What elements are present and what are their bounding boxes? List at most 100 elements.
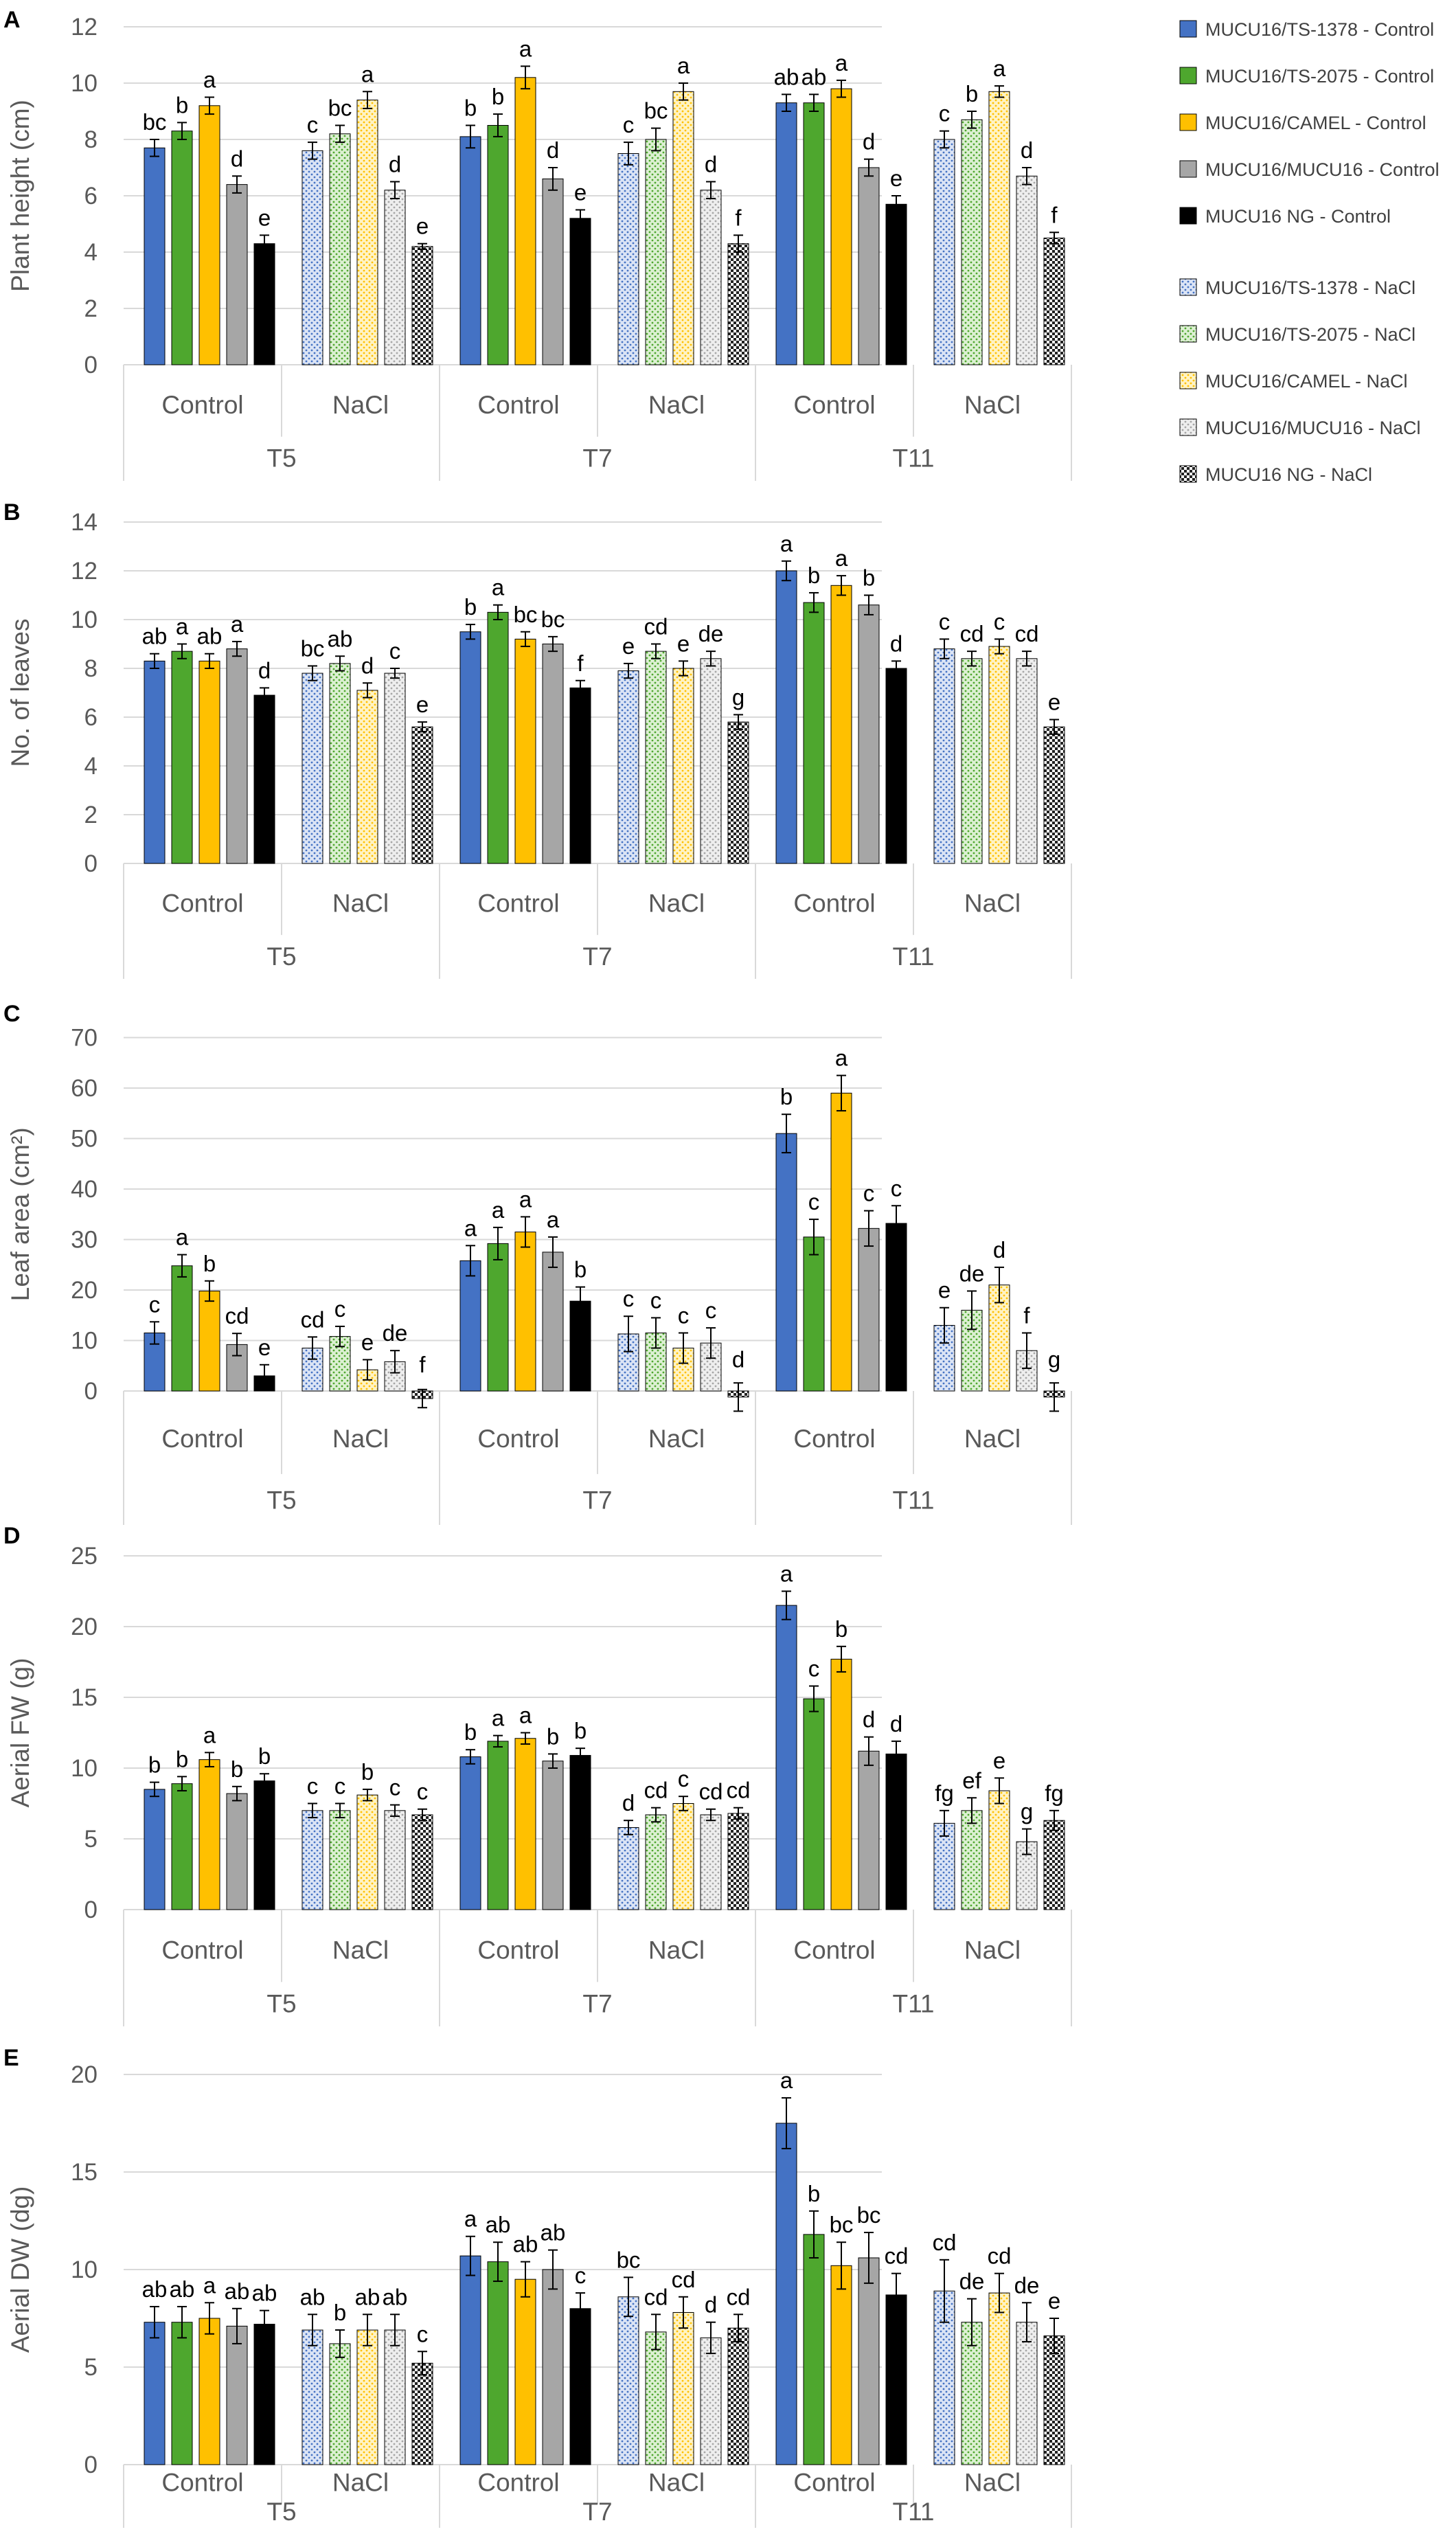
bar (830, 585, 852, 864)
y-tick-label: 25 (71, 1543, 98, 1570)
bar (1016, 2322, 1038, 2465)
treatment-label: NaCl (332, 391, 389, 419)
bar (569, 2308, 591, 2465)
bar (961, 119, 983, 365)
bar (885, 668, 907, 864)
bar (1043, 238, 1065, 365)
significance-letter: e (1048, 2288, 1060, 2314)
significance-letter: d (890, 631, 902, 656)
significance-letter: a (780, 2068, 793, 2093)
treatment-label: NaCl (648, 1425, 705, 1453)
treatment-label: Control (161, 1936, 243, 1964)
y-tick-label: 15 (71, 2159, 98, 2186)
bar (171, 131, 193, 365)
bar (961, 1309, 983, 1392)
time-group-label: T5 (266, 942, 296, 971)
bar (144, 1789, 166, 1910)
significance-letter: a (519, 1186, 532, 1212)
significance-letter: ab (252, 2281, 277, 2306)
bar (459, 1260, 481, 1392)
bar (672, 668, 694, 864)
legend-label: MUCU16/TS-2075 - NaCl (1205, 324, 1415, 345)
significance-letter: a (203, 2272, 216, 2298)
bar (411, 2362, 433, 2465)
legend-swatch (1179, 160, 1197, 178)
bar (542, 178, 564, 365)
significance-letter: c (417, 1779, 429, 1805)
bar (384, 672, 406, 864)
time-group-label: T11 (892, 444, 934, 473)
y-tick-label: 8 (84, 655, 98, 682)
significance-letter: b (176, 92, 188, 117)
significance-letter: cd (301, 1306, 325, 1332)
bar (1043, 2335, 1065, 2465)
significance-letter: d (389, 152, 401, 177)
significance-letter: fg (1045, 1780, 1064, 1806)
significance-letter: c (307, 1774, 319, 1799)
significance-letter: a (492, 575, 505, 600)
bar (885, 203, 907, 365)
bar (329, 1810, 351, 1910)
bar (198, 2318, 220, 2465)
treatment-label: NaCl (648, 890, 705, 918)
time-group-label: T11 (892, 942, 934, 971)
bar (356, 1794, 378, 1910)
y-tick-label: 10 (71, 1328, 98, 1355)
significance-letter: d (993, 1237, 1005, 1263)
bar (885, 1753, 907, 1910)
bar (384, 190, 406, 365)
treatment-label: Control (793, 1425, 875, 1453)
bar (803, 102, 825, 365)
bar (933, 648, 955, 864)
significance-letter: ab (197, 624, 223, 649)
y-axis-label: No. of leaves (6, 619, 34, 767)
bar (617, 153, 639, 365)
bar (727, 2327, 749, 2465)
bar (645, 1814, 667, 1910)
legend-label: MUCU16/CAMEL - Control (1205, 113, 1426, 133)
bar (329, 2343, 351, 2465)
y-tick-label: 5 (84, 2354, 98, 2381)
bar (329, 133, 351, 365)
bar (933, 139, 955, 365)
significance-letter: a (176, 1225, 189, 1250)
significance-letter: c (575, 2263, 587, 2288)
significance-letter: b (231, 1756, 243, 1782)
treatment-label: Control (477, 1936, 559, 1964)
bar (356, 100, 378, 365)
bar (144, 147, 166, 365)
significance-letter: cd (644, 2284, 668, 2309)
bar (617, 2296, 639, 2465)
bar (144, 2322, 166, 2465)
y-tick-label: 20 (71, 1277, 98, 1304)
bar (171, 2322, 193, 2465)
panel-label: E (3, 2045, 19, 2071)
significance-letter: ab (142, 624, 168, 649)
legend-label: MUCU16/TS-1378 - Control (1205, 19, 1434, 40)
bar (226, 1793, 248, 1910)
significance-letter: de (1014, 2272, 1040, 2298)
significance-letter: de (383, 1320, 408, 1346)
treatment-label: Control (161, 391, 243, 419)
significance-letter: g (1021, 1799, 1033, 1824)
significance-letter: cd (672, 2267, 696, 2292)
legend-label: MUCU16/CAMEL - NaCl (1205, 371, 1408, 392)
bar (542, 644, 564, 864)
significance-letter: e (416, 214, 429, 239)
time-group-label: T5 (266, 444, 296, 473)
bar (885, 2294, 907, 2465)
bar (700, 658, 722, 864)
y-tick-label: 2 (84, 802, 98, 828)
y-tick-label: 0 (84, 1378, 98, 1405)
time-group-label: T11 (892, 2498, 934, 2526)
bar (988, 1790, 1010, 1910)
bar (542, 1761, 564, 1910)
time-group-label: T7 (582, 1990, 612, 2018)
treatment-label: NaCl (964, 1425, 1021, 1453)
significance-letter: c (389, 1775, 401, 1800)
time-group-label: T5 (266, 1486, 296, 1515)
bar (459, 2255, 481, 2465)
